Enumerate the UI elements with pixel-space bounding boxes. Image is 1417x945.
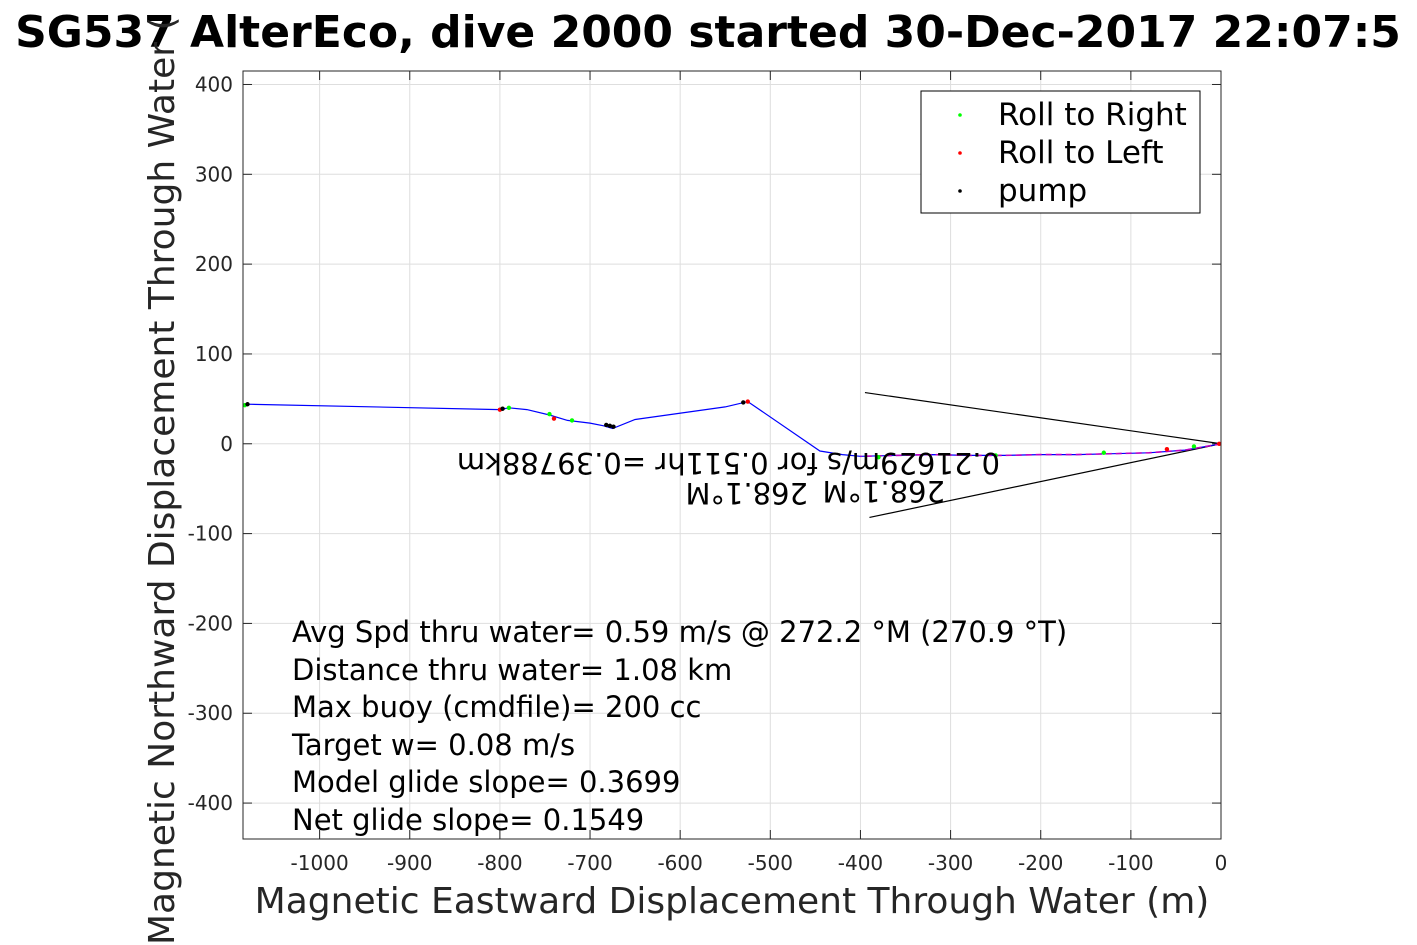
- x-tick-label: -1000: [291, 851, 349, 875]
- vector-speed-label: 0.21629m/s for 0.511hr =0.39788km: [457, 446, 1000, 480]
- vector-line-upper: [864, 391, 1221, 445]
- vector-heading-label-1: 268.1°M: [822, 474, 945, 508]
- x-tick-labels: -1000 -900 -800 -700 -600 -500 -400 -300 -200 -10…: [291, 851, 1228, 875]
- marker-pump: [741, 400, 746, 405]
- marker-roll-right: [1191, 444, 1197, 449]
- x-tick-label: -800: [477, 851, 522, 875]
- data-layer: [243, 391, 1221, 519]
- axes-box: [242, 70, 1222, 840]
- chart-title: SG537 AlterEco, dive 2000 started 30-Dec…: [15, 7, 1401, 58]
- marker-roll-left: [745, 399, 750, 404]
- marker-roll-right: [993, 453, 998, 458]
- dive-track: [243, 400, 1221, 458]
- legend-label-roll-right: Roll to Right: [998, 97, 1187, 133]
- legend-box: [920, 90, 1201, 214]
- model-glide-slope-text: Model glide slope= 0.3699: [292, 765, 680, 799]
- x-tick-label: -600: [657, 851, 702, 875]
- y-tick-label: 400: [195, 72, 233, 96]
- marker-pump: [607, 423, 613, 429]
- legend-marker-roll-left: [958, 151, 962, 155]
- y-tick-label: 200: [195, 252, 233, 276]
- x-tick-label: -200: [1018, 851, 1063, 875]
- legend-marker-roll-right: [958, 113, 962, 117]
- y-tick-label: 100: [195, 342, 233, 366]
- vector-line-lower: [869, 443, 1221, 519]
- target-w-text: Target w= 0.08 m/s: [291, 728, 575, 762]
- marker-roll-left: [1164, 446, 1170, 452]
- y-tick-label: 0: [220, 432, 233, 456]
- track-overlay: [860, 443, 1221, 458]
- marker-pump: [245, 402, 250, 407]
- distance-text: Distance thru water= 1.08 km: [292, 653, 732, 687]
- legend-marker-pump: [958, 189, 962, 193]
- x-axis-label: Magnetic Eastward Displacement Through W…: [255, 881, 1210, 922]
- legend: Roll to Right Roll to Left pump: [920, 90, 1201, 214]
- y-axis-label: Magnetic Northward Displacement Through …: [142, 16, 183, 945]
- marker-roll-left: [1216, 441, 1221, 446]
- vector-heading-label-2: 268.1°M: [685, 476, 808, 510]
- y-tick-label: -200: [188, 611, 233, 635]
- vector-labels: 0.21629m/s for 0.511hr =0.39788km 268.1°…: [457, 446, 1000, 510]
- marker-roll-right: [506, 405, 512, 411]
- x-tick-label: -100: [1108, 851, 1153, 875]
- marker-pump: [604, 422, 609, 428]
- y-tick-label: 300: [195, 162, 233, 186]
- legend-label-pump: pump: [998, 173, 1087, 209]
- marker-roll-right: [569, 418, 575, 423]
- y-tick-label: -100: [188, 522, 233, 546]
- net-glide-slope-text: Net glide slope= 0.1549: [292, 803, 644, 837]
- x-tick-label: -300: [928, 851, 973, 875]
- y-tick-labels: -400 -300 -200 -100 0 100 200 300 400: [188, 72, 233, 815]
- x-tick-label: -400: [838, 851, 883, 875]
- x-tick-label: -900: [387, 851, 432, 875]
- marker-roll-right: [876, 455, 881, 460]
- roll-markers: [243, 399, 1221, 460]
- depth-average-vectors: [864, 391, 1221, 519]
- marker-roll-left: [551, 416, 557, 421]
- avg-speed-text: Avg Spd thru water= 0.59 m/s @ 272.2 °M …: [292, 615, 1067, 649]
- x-tick-label: -700: [567, 851, 612, 875]
- marker-pump: [611, 424, 616, 429]
- annotation-block: Avg Spd thru water= 0.59 m/s @ 272.2 °M …: [291, 615, 1067, 837]
- marker-roll-right: [1101, 450, 1107, 455]
- max-buoy-text: Max buoy (cmdfile)= 200 cc: [292, 690, 701, 724]
- y-tick-label: -400: [188, 791, 233, 815]
- x-tick-label: -500: [748, 851, 793, 875]
- marker-roll-right: [547, 411, 552, 417]
- y-tick-label: -300: [188, 701, 233, 725]
- x-tick-label: 0: [1215, 851, 1228, 875]
- legend-label-roll-left: Roll to Left: [998, 135, 1164, 171]
- marker-pump: [500, 406, 505, 411]
